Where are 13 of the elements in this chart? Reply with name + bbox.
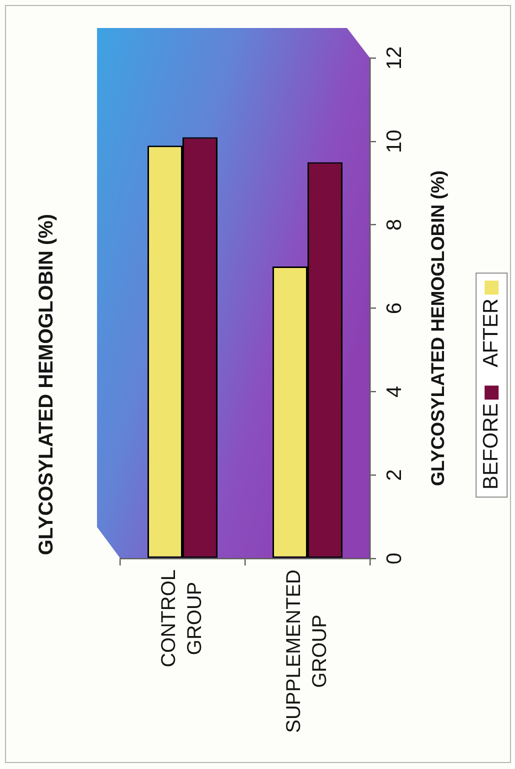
y-tick-label: 8 [382,218,406,231]
x-tick-label: SUPPLEMENTED GROUP [283,569,332,733]
y-tick-label: 12 [382,46,406,70]
y-tick-label: 6 [382,302,406,314]
y-tick-label: 10 [382,130,406,154]
x-tick-label: CONTROL GROUP [158,569,206,668]
y-axis-title: GLYCOSYLATED HEMOGLOBIN (%) [427,170,448,486]
legend-label: BEFORE [479,402,504,490]
legend-label: AFTER [479,298,504,367]
y-tick-label: 4 [382,386,406,398]
y-tick-label: 2 [382,469,406,481]
y-tick-label: 0 [382,552,406,564]
text: GLYCOSYLATED HEMOGLOBIN (%) [36,214,58,556]
